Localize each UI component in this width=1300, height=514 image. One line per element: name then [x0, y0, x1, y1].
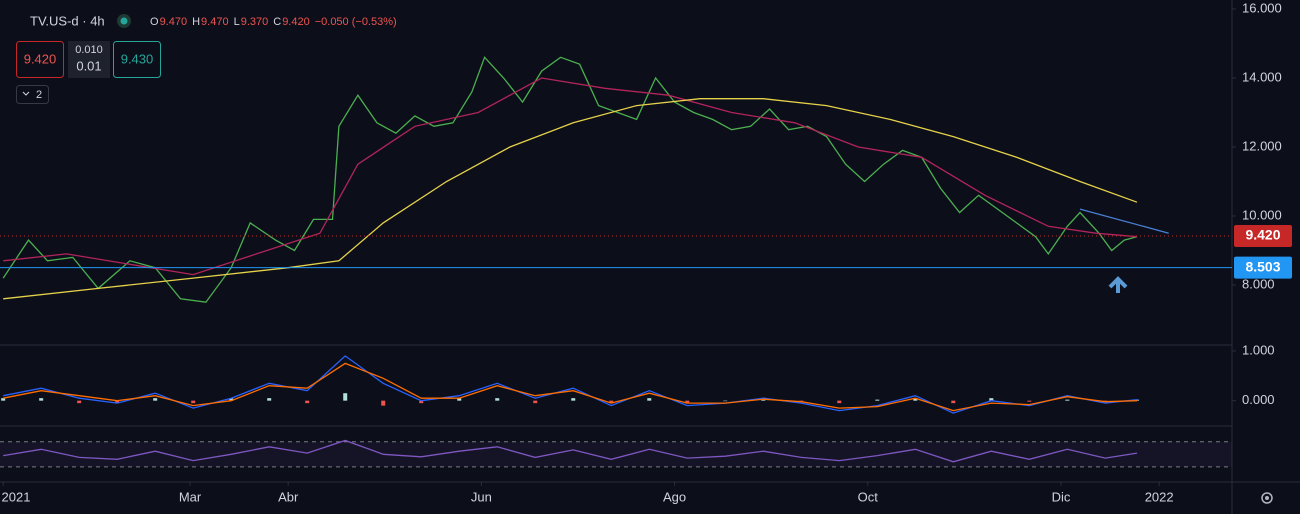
histogram-bar [495, 398, 500, 401]
spread-box [68, 41, 110, 78]
ohlc-label: H [192, 16, 200, 28]
histogram-bar [723, 400, 728, 402]
histogram-bar [571, 398, 576, 401]
change: −0.050 (−0.53%) [315, 16, 397, 28]
x-tick-label: Jun [471, 489, 492, 504]
histogram-bar [609, 400, 614, 404]
histogram-bar [989, 398, 994, 401]
series-line [3, 439, 1138, 463]
series-line [3, 355, 1138, 414]
indicator-toggle[interactable] [16, 85, 49, 104]
histogram-bar [1, 398, 6, 401]
histogram-bar [229, 398, 234, 401]
y-tick-label: 1.000 [1242, 342, 1275, 357]
histogram-bar [343, 393, 348, 401]
y-tick-label: 10.000 [1242, 207, 1282, 222]
arrow-marker [1108, 276, 1128, 293]
histogram-bar [837, 400, 842, 404]
price-label-box [1234, 224, 1292, 247]
price-label: 8.503 [1245, 258, 1280, 274]
buy-price[interactable]: 9.430 [121, 51, 154, 66]
histogram-bar [533, 400, 538, 404]
x-tick-label: Oct [858, 489, 879, 504]
ohlc-value: 9.420 [282, 16, 310, 28]
buy-button[interactable] [113, 41, 161, 78]
ohlc-label: L [234, 16, 240, 28]
histogram-bar [191, 400, 196, 404]
histogram-bar [153, 398, 158, 401]
x-tick-label: 2022 [1145, 489, 1174, 504]
status-dot [120, 17, 128, 25]
x-tick-label: Dic [1052, 489, 1071, 504]
price-label: 9.420 [1245, 227, 1280, 243]
x-tick-label: Mar [179, 489, 202, 504]
series-line [2, 56, 1138, 303]
histogram-bar [1065, 399, 1070, 401]
histogram-bar [267, 398, 272, 401]
histogram-bar [913, 398, 918, 401]
sell-price[interactable]: 9.420 [24, 51, 57, 66]
series-line [3, 77, 1138, 276]
y-tick-label: 16.000 [1242, 0, 1282, 15]
plot-area [0, 8, 1236, 486]
rsi-band-fill [0, 441, 1232, 467]
chevron [22, 91, 30, 96]
symbol: TV.US-d · 4h [30, 13, 105, 28]
ohlc-value: 9.370 [241, 16, 269, 28]
ohlc-label: O [150, 16, 159, 28]
series-line [3, 362, 1138, 412]
spread-bottom: 0.01 [76, 58, 101, 73]
histogram-bar [875, 399, 880, 401]
histogram-bar [1027, 400, 1032, 402]
y-tick-label: 14.000 [1242, 69, 1282, 84]
series-line [3, 98, 1138, 300]
histogram-bar [115, 400, 120, 404]
x-tick-label: Abr [278, 489, 299, 504]
histogram-bar [685, 400, 690, 404]
series-line [1079, 208, 1169, 234]
x-tick-label: Ago [663, 489, 686, 504]
y-tick-label: 12.000 [1242, 138, 1282, 153]
y-tick-label: 8.000 [1242, 276, 1275, 291]
price-label-box [1234, 256, 1292, 279]
histogram-bar [647, 398, 652, 401]
y-tick-label: 0.000 [1242, 392, 1275, 407]
indicator-count[interactable]: 2 [36, 89, 42, 101]
histogram-bar [77, 400, 82, 404]
histogram-bar [951, 400, 956, 404]
settings-icon[interactable] [1261, 492, 1273, 504]
histogram-bar [761, 399, 766, 401]
x-tick-label: 2021 [2, 489, 31, 504]
ohlc-value: 9.470 [160, 16, 188, 28]
ohlc-value: 9.470 [201, 16, 229, 28]
histogram-bar [381, 400, 386, 406]
ohlc: O 9.470 H 9.470 L 9.370 C 9.420 [150, 16, 310, 28]
histogram-bar [457, 398, 462, 401]
histogram-bar [39, 398, 44, 401]
histogram-bar [419, 400, 424, 404]
histogram-bar [305, 400, 310, 404]
sell-button[interactable] [16, 41, 64, 78]
ohlc-label: C [273, 16, 281, 28]
spread-top: 0.010 [75, 44, 103, 56]
